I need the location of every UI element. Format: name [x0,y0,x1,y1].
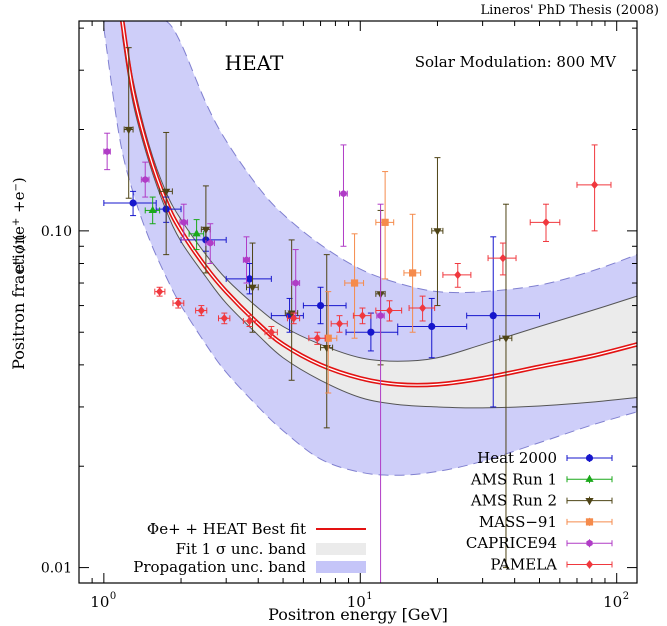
model-legend-swatch [316,561,366,573]
data-point [489,312,497,320]
data-point [162,188,171,196]
x-tick-label: 10 [603,593,622,611]
axis-ticks: 10 0 10 1 10 20.010.10 [41,21,637,611]
legend-marker [585,498,594,506]
series-ams-run-1 [144,196,205,251]
data-point [322,345,331,353]
data-point [192,229,201,237]
series-mass-91 [318,171,422,394]
x-tick-label: 10 [347,593,366,611]
data-point [287,310,296,318]
data-point [290,314,298,323]
data-point [350,279,359,287]
x-tick-label: 10 [90,593,109,611]
data-point [385,306,394,315]
panel-title: HEAT [225,51,284,75]
model-legend-label: Propagation unc. band [133,558,306,576]
legend-marker [585,518,594,526]
data-point [377,312,384,320]
y-axis-formula: e+ / (e+ +e−) [10,177,28,272]
x-tick-exponent: 1 [366,591,372,602]
data-point [418,303,427,313]
y-axis-label: Positron fraction [9,234,28,370]
y-tick-label: 0.01 [41,561,72,577]
model-legend: Φe+ + HEAT Best fit Fit 1 σ unc. bandProp… [133,520,366,576]
data-point [340,190,347,198]
data-point [142,175,149,184]
series-ams-run-2 [123,47,513,569]
best-fit-curve-center [121,21,637,386]
plot-frame [78,20,638,584]
data-point [243,256,250,264]
data-point [220,314,228,323]
data-point [156,287,164,296]
data-point [433,228,442,236]
data-point [335,319,344,328]
data-point [201,226,210,235]
series-caprice94 [103,132,385,583]
data-point [590,180,599,190]
x-tick-exponent: 2 [623,591,629,602]
data-point [104,147,111,156]
legend-label: Heat 2000 [477,449,557,467]
data-point [367,328,375,336]
legend-label: AMS Run 1 [470,470,557,488]
data-point [358,311,367,320]
legend-marker [586,539,593,547]
data-point [174,298,182,308]
data-point [409,269,417,277]
data-point [313,333,321,343]
data-point [454,270,462,280]
model-legend-label: Φe+ + HEAT Best fit [147,520,306,538]
thesis-credit: Lineros' PhD Thesis (2008) [480,3,659,18]
data-point [180,218,187,226]
data-point [245,275,254,283]
data-point [501,335,511,343]
data-point [129,199,137,207]
data-point [207,239,214,247]
data-point [542,218,550,227]
plot-area [103,21,637,583]
data-point [148,205,157,214]
series-pamela [154,144,612,345]
data-point [316,301,325,310]
model-legend-swatch [316,543,366,555]
data-point [324,334,332,342]
data-point [292,279,299,287]
data-point [428,322,436,331]
data-point [499,253,507,263]
x-axis-label: Positron energy [GeV] [268,605,448,624]
legend-label: MASS−91 [479,513,557,531]
legend-label: PAMELA [490,556,557,574]
legend-marker [585,474,594,482]
data-point [197,306,205,315]
legend-marker [585,454,594,462]
data-legend: Heat 2000 AMS Run 1 AMS Run 2 MASS−91 CAPRIC… [466,449,613,574]
data-point [124,126,133,135]
legend-label: AMS Run 2 [470,492,557,510]
model-legend-label: Fit 1 σ unc. band [176,540,307,558]
data-point [248,284,257,292]
data-point [381,218,389,226]
propagation-uncertainty-band [103,21,637,476]
solar-modulation-annotation: Solar Modulation: 800 MV [415,53,617,71]
data-point [245,316,254,326]
legend-label: CAPRICE94 [466,534,557,552]
legend-marker [585,560,594,569]
data-point [267,328,275,337]
y-tick-label: 0.10 [41,224,72,240]
x-tick-exponent: 0 [110,591,116,602]
data-series-layer [103,47,612,583]
